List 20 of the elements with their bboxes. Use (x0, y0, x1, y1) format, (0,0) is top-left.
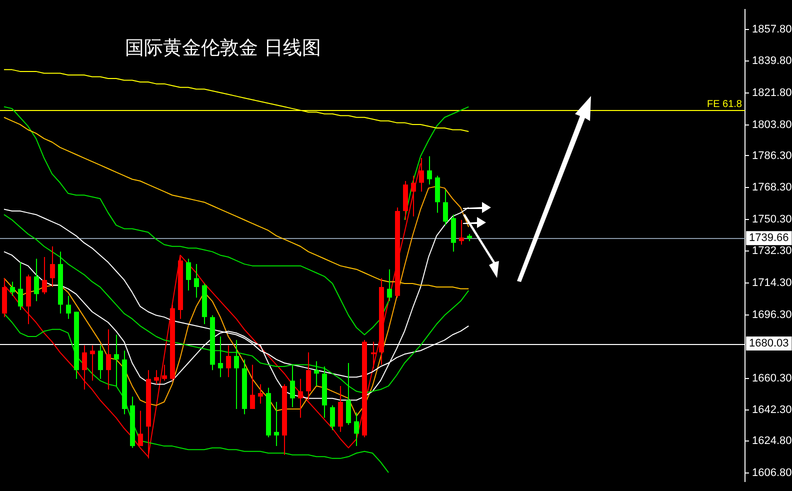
y-tick-label: 1803.80 (752, 118, 792, 131)
ref-line-label: FE 61.8 (706, 99, 742, 110)
y-tick-label: 1750.30 (752, 213, 792, 226)
candlestick (114, 334, 119, 386)
y-tick-label: 1857.80 (752, 23, 792, 36)
text: 国际黄金伦敦金 日线图 (125, 36, 322, 61)
ref-line-label: 1739.66 (749, 232, 789, 244)
y-tick-label: 1624.80 (752, 435, 792, 448)
y-tick-label: 1696.30 (752, 308, 792, 321)
y-tick-label: 1606.80 (752, 466, 792, 479)
y-tick-label: 1821.80 (752, 87, 792, 100)
ref-line-label: 1680.03 (749, 338, 789, 350)
y-tick-label: 1714.30 (752, 276, 792, 289)
y-tick-label: 1786.30 (752, 150, 792, 162)
y-tick-label: 1660.30 (752, 372, 792, 384)
y-tick-label: 1642.30 (752, 404, 792, 416)
candlestick (274, 402, 279, 446)
y-tick-label: 1768.30 (752, 182, 792, 194)
y-tick-label: 1839.80 (752, 55, 792, 68)
y-tick-label: 1732.30 (752, 245, 792, 258)
